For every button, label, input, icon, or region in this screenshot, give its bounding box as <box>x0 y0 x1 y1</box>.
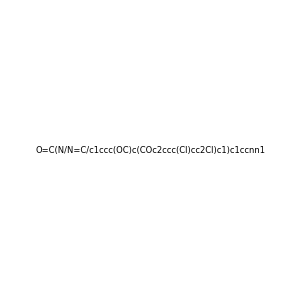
Text: O=C(N/N=C/c1ccc(OC)c(COc2ccc(Cl)cc2Cl)c1)c1ccnn1: O=C(N/N=C/c1ccc(OC)c(COc2ccc(Cl)cc2Cl)c1… <box>35 146 265 154</box>
